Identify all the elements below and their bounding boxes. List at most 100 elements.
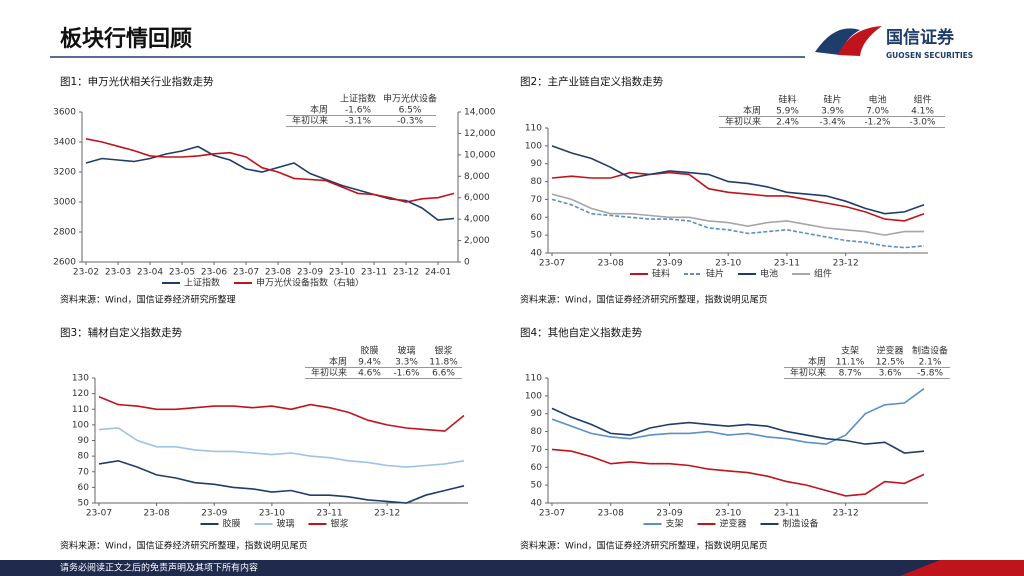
y-tick-label: 2600 <box>53 258 76 268</box>
chart-title: 图3：辅材自定义指数走势 <box>60 326 183 339</box>
footer-bar <box>0 560 1024 576</box>
source-note: 资料来源：Wind，国信证券经济研究所整理 <box>60 294 236 306</box>
x-tick-label: 23-10 <box>715 259 741 269</box>
table-cell: -3.0% <box>909 118 936 128</box>
table-cell: 3.3% <box>395 358 418 368</box>
table-cell: -5.8% <box>917 369 944 379</box>
y2-tick-label: 0 <box>464 258 470 268</box>
y-tick-label: 120 <box>72 389 89 399</box>
table-cell: -1.6% <box>393 369 420 379</box>
logo-mark <box>815 26 882 56</box>
table-cell: -3.1% <box>345 117 372 127</box>
table-header: 申万光伏设备 <box>383 93 437 105</box>
x-tick-label: 23-06 <box>201 268 227 278</box>
logo-english: GUOSEN SECURITIES <box>886 51 973 60</box>
slide-title: 板块行情回顾 <box>60 26 192 52</box>
y-tick-label: 80 <box>78 452 90 462</box>
legend-label: 申万光伏设备指数（右轴） <box>256 277 364 289</box>
y-tick-label: 3200 <box>53 168 76 178</box>
series-line <box>551 198 925 249</box>
legend-label: 组件 <box>814 268 832 280</box>
y-tick-label: 2800 <box>53 228 76 238</box>
series-line <box>98 459 465 504</box>
x-tick-label: 23-07 <box>86 509 112 519</box>
table-header: 组件 <box>913 94 931 106</box>
x-tick-label: 23-09 <box>656 509 682 519</box>
table-header: 上证指数 <box>340 93 376 105</box>
table-row-label: 年初以来 <box>725 116 761 128</box>
x-tick-label: 23-10 <box>259 509 285 519</box>
table-cell: 2.4% <box>776 118 799 128</box>
table-header: 电池 <box>868 94 886 106</box>
series-line <box>85 145 455 221</box>
table-cell: 4.6% <box>358 369 381 379</box>
y-tick-label: 50 <box>531 231 543 241</box>
legend-label: 胶膜 <box>223 518 241 530</box>
x-tick-label: 23-10 <box>329 268 355 278</box>
y2-tick-label: 8,000 <box>464 172 490 182</box>
x-tick-label: 23-09 <box>201 509 227 519</box>
x-tick-label: 23-05 <box>169 268 195 278</box>
x-tick-label: 23-08 <box>265 268 291 278</box>
table-header: 胶膜 <box>360 345 378 357</box>
series-line <box>551 388 925 445</box>
source-note: 资料来源：Wind，国信证券经济研究所整理，指数说明见尾页 <box>520 294 768 306</box>
x-tick-label: 23-03 <box>105 268 131 278</box>
y-tick-label: 60 <box>531 463 543 473</box>
series-line <box>551 145 925 215</box>
table-header: 逆变器 <box>876 345 903 357</box>
legend-label: 逆变器 <box>720 518 747 530</box>
y-tick-label: 80 <box>531 177 543 187</box>
y-tick-label: 3000 <box>53 198 76 208</box>
table-row-label: 年初以来 <box>790 367 826 379</box>
table-header: 硅片 <box>823 94 841 106</box>
table-header: 银浆 <box>434 345 452 357</box>
y-tick-label: 130 <box>72 374 89 384</box>
table-cell: -1.6% <box>345 106 372 116</box>
table-cell: 3.9% <box>821 107 844 117</box>
legend-label: 硅片 <box>706 268 724 280</box>
y-tick-label: 3600 <box>53 108 76 118</box>
table-header: 支架 <box>841 345 859 357</box>
y2-tick-label: 12,000 <box>464 129 496 139</box>
table-cell: 8.7% <box>839 369 862 379</box>
x-tick-label: 23-09 <box>656 259 682 269</box>
series-line <box>551 193 924 236</box>
y-tick-label: 110 <box>72 405 89 415</box>
y2-tick-label: 2,000 <box>464 236 490 246</box>
y-tick-label: 110 <box>525 124 542 134</box>
legend-label: 支架 <box>666 518 684 530</box>
y-tick-label: 90 <box>531 409 543 419</box>
x-tick-label: 23-12 <box>833 259 859 269</box>
y-tick-label: 100 <box>525 141 542 151</box>
table-cell: 7.0% <box>866 107 889 117</box>
legend-label: 电池 <box>760 268 778 280</box>
table-cell: 6.5% <box>399 106 422 116</box>
table-header: 硅料 <box>778 94 796 106</box>
y-tick-label: 50 <box>78 499 90 509</box>
x-tick-label: 23-08 <box>598 509 624 519</box>
logo-name: 国信证券 <box>886 27 955 48</box>
series-line <box>551 171 925 222</box>
table-cell: 11.8% <box>429 358 458 368</box>
footer-text: 请务必阅读正文之后的免责声明及其项下所有内容 <box>60 562 258 574</box>
y-tick-label: 110 <box>525 374 542 384</box>
legend-label: 硅料 <box>652 268 670 280</box>
legend-label: 玻璃 <box>277 518 295 530</box>
table-cell: 3.6% <box>879 369 902 379</box>
y2-tick-label: 6,000 <box>464 193 490 203</box>
y-tick-label: 70 <box>78 467 90 477</box>
table-header: 制造设备 <box>912 345 948 357</box>
table-cell: -1.2% <box>864 118 891 128</box>
table-row-label: 本周 <box>310 104 328 116</box>
chart-title: 图4：其他自定义指数走势 <box>520 326 643 339</box>
x-tick-label: 23-02 <box>73 268 99 278</box>
table-cell: 12.5% <box>876 358 905 368</box>
y-tick-label: 80 <box>531 427 543 437</box>
table-row-label: 本周 <box>808 356 826 368</box>
table-row-label: 年初以来 <box>311 367 347 379</box>
y-tick-label: 50 <box>531 481 543 491</box>
y-tick-label: 60 <box>78 483 90 493</box>
y-tick-label: 70 <box>531 445 543 455</box>
